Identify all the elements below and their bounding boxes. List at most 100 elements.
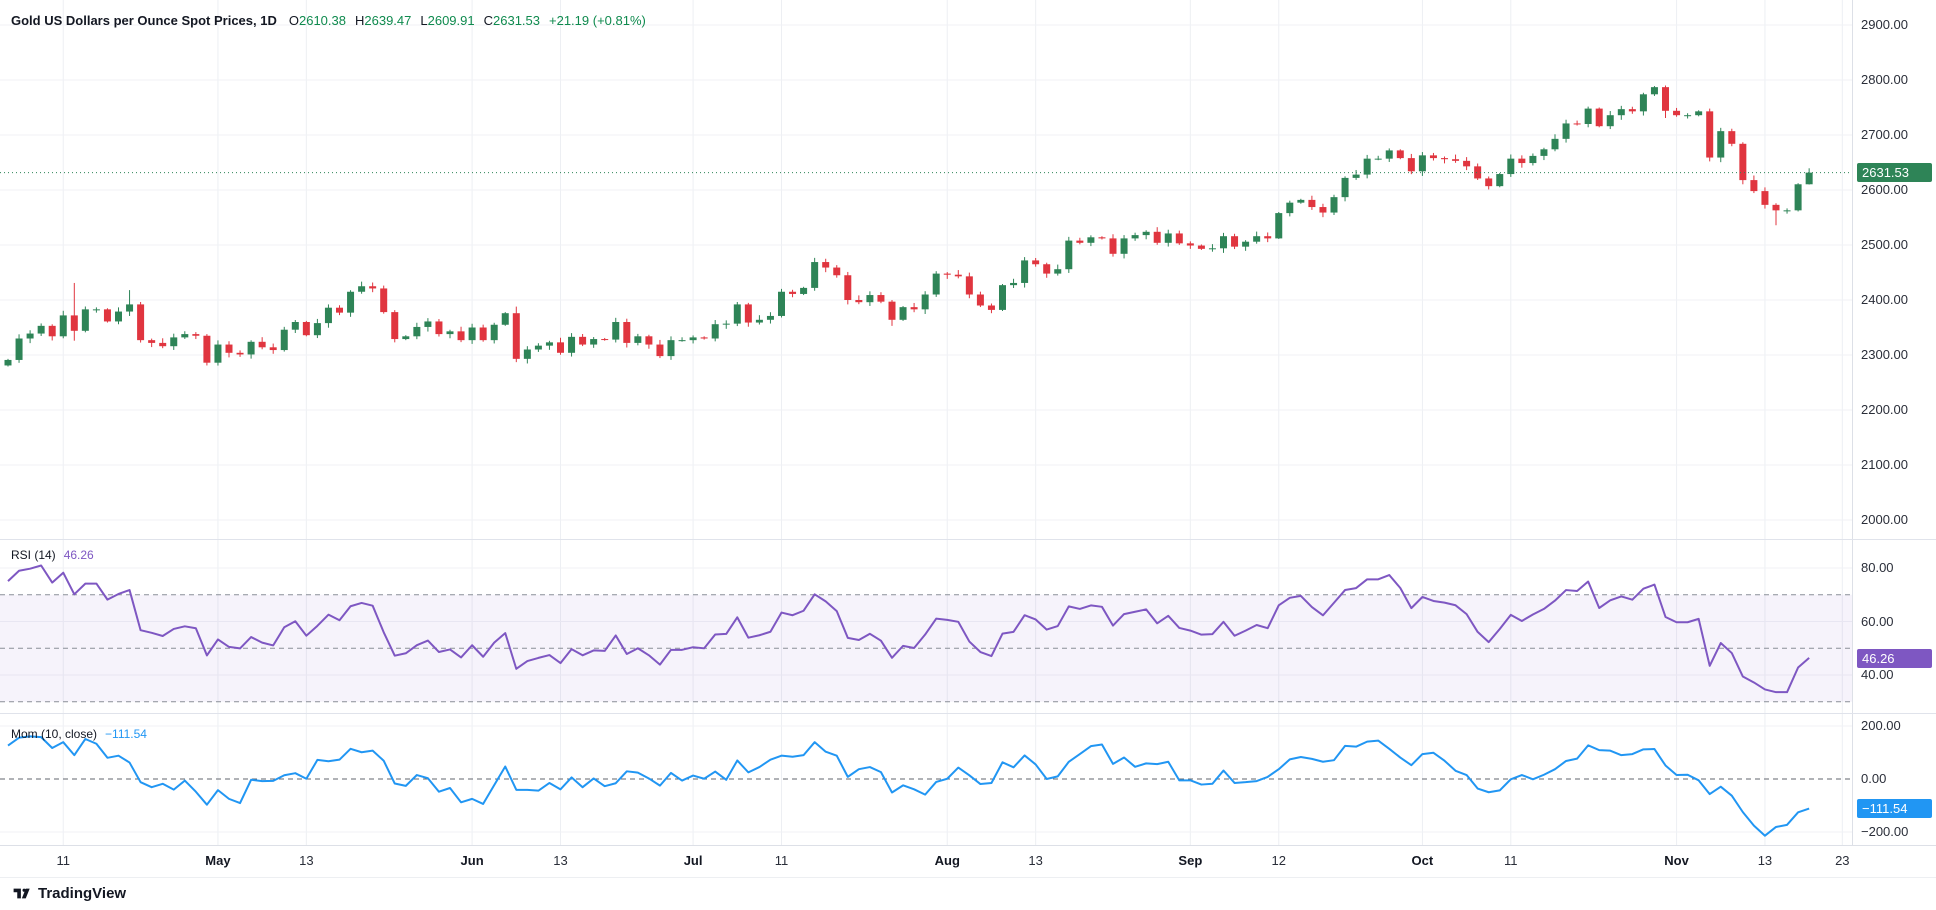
- candle-body: [1352, 174, 1360, 178]
- time-tick-month: Jul: [683, 853, 703, 868]
- chart-canvas[interactable]: [0, 0, 1852, 845]
- change-value: +21.19 (+0.81%): [549, 13, 646, 28]
- candle-body: [634, 336, 642, 343]
- candle-body: [1407, 158, 1415, 172]
- candle-body: [1529, 155, 1537, 164]
- candle-body: [1319, 207, 1327, 213]
- candle-body: [689, 337, 697, 341]
- candle-body: [1242, 241, 1250, 247]
- candle-body: [247, 341, 255, 355]
- candle-body: [380, 288, 388, 313]
- candle-body: [225, 344, 233, 353]
- mom-tick-label: 200.00: [1861, 718, 1901, 733]
- price-tick-label: 2500.00: [1861, 237, 1908, 252]
- time-axis[interactable]: 11 May 13 Jun 13 Jul 11 Aug 13 Sep 12 Oct 11 Nov 13 23: [0, 845, 1936, 878]
- candle-body: [1142, 231, 1150, 236]
- candle-body: [722, 323, 730, 325]
- candle-body: [170, 337, 178, 347]
- candle-body: [755, 319, 763, 323]
- candle-body: [711, 324, 719, 339]
- candle-body: [733, 304, 741, 324]
- candle-body: [1286, 202, 1294, 214]
- candle-body: [1374, 158, 1382, 160]
- candle-body: [137, 304, 145, 341]
- candle-body: [159, 342, 167, 347]
- rsi-tick-label: 40.00: [1861, 667, 1894, 682]
- candle-body: [1540, 149, 1548, 156]
- price-tick-label: 2200.00: [1861, 402, 1908, 417]
- candle-body: [236, 352, 244, 355]
- candle-body: [59, 315, 67, 337]
- candle-body: [214, 344, 222, 363]
- candle-body: [976, 294, 984, 306]
- time-tick-month: May: [205, 853, 231, 868]
- mom-value-badge: −111.54: [1857, 799, 1932, 819]
- candle-body: [424, 321, 432, 327]
- candle-body: [523, 349, 531, 359]
- candle-body: [568, 336, 576, 353]
- candle-body: [358, 286, 366, 292]
- candle-body: [1441, 158, 1448, 160]
- candle-body: [1706, 111, 1714, 158]
- rsi-band: [0, 594, 1852, 702]
- ohlc-high: H 2639.47: [354, 13, 412, 28]
- pane-separator-rsi[interactable]: [0, 539, 1936, 540]
- candle-body: [457, 331, 465, 341]
- candle-body: [1264, 236, 1272, 239]
- candle-body: [1628, 109, 1636, 112]
- candle-body: [1363, 158, 1371, 175]
- candle-body: [1518, 158, 1526, 164]
- candle-body: [302, 322, 310, 336]
- candle-body: [590, 339, 598, 345]
- candle-body: [103, 309, 111, 322]
- candle-body: [1197, 245, 1205, 249]
- candle-body: [4, 359, 12, 366]
- price-axis[interactable]: 2900.00 2800.00 2700.00 2600.00 2500.00 2400.…: [1852, 0, 1936, 845]
- candle-body: [1474, 166, 1482, 179]
- candle-body: [280, 329, 288, 351]
- time-tick-month: Nov: [1664, 853, 1689, 868]
- candle-body: [446, 331, 454, 335]
- candle-body: [1761, 191, 1769, 205]
- candle-body: [833, 267, 841, 276]
- candle-body: [126, 304, 134, 312]
- candle-body: [1043, 264, 1051, 274]
- time-tick-day: 23: [1835, 853, 1850, 868]
- main-legend: Gold US Dollars per Ounce Spot Prices, 1…: [11, 13, 646, 28]
- price-tick-label: 2800.00: [1861, 72, 1908, 87]
- candle-body: [855, 300, 863, 303]
- candle-body: [1308, 199, 1316, 208]
- candle-body: [1717, 131, 1725, 158]
- candle-body: [192, 334, 200, 336]
- candle-body: [1275, 213, 1283, 239]
- candle-body: [899, 307, 907, 320]
- candle-body: [1805, 172, 1813, 185]
- candle-body: [623, 322, 631, 343]
- candle-body: [1065, 240, 1073, 270]
- candle-body: [1120, 238, 1128, 254]
- candle-body: [1032, 260, 1040, 265]
- mom-line: [7, 735, 1810, 837]
- candle-body: [512, 313, 520, 359]
- mom-value: −111.54: [105, 727, 147, 741]
- candle-body: [313, 323, 321, 336]
- candle-body: [1385, 150, 1393, 159]
- time-tick-day: 12: [1271, 853, 1286, 868]
- candle-body: [1584, 108, 1592, 124]
- plot-area[interactable]: Gold US Dollars per Ounce Spot Prices, 1…: [0, 0, 1852, 845]
- candle-body: [1131, 235, 1139, 239]
- candle-body: [291, 322, 299, 330]
- time-tick-month: Jun: [460, 853, 484, 868]
- tradingview-attribution[interactable]: TradingView: [12, 885, 126, 902]
- time-tick-month: Oct: [1411, 853, 1434, 868]
- candle-body: [1297, 199, 1305, 203]
- candle-body: [369, 286, 377, 289]
- candle-body: [148, 340, 156, 343]
- candle-body: [1175, 233, 1183, 244]
- candle-body: [656, 344, 664, 357]
- rsi-line: [7, 564, 1810, 694]
- pane-separator-mom[interactable]: [0, 713, 1936, 714]
- mom-tick-label: −200.00: [1861, 824, 1909, 839]
- candle-body: [678, 340, 686, 342]
